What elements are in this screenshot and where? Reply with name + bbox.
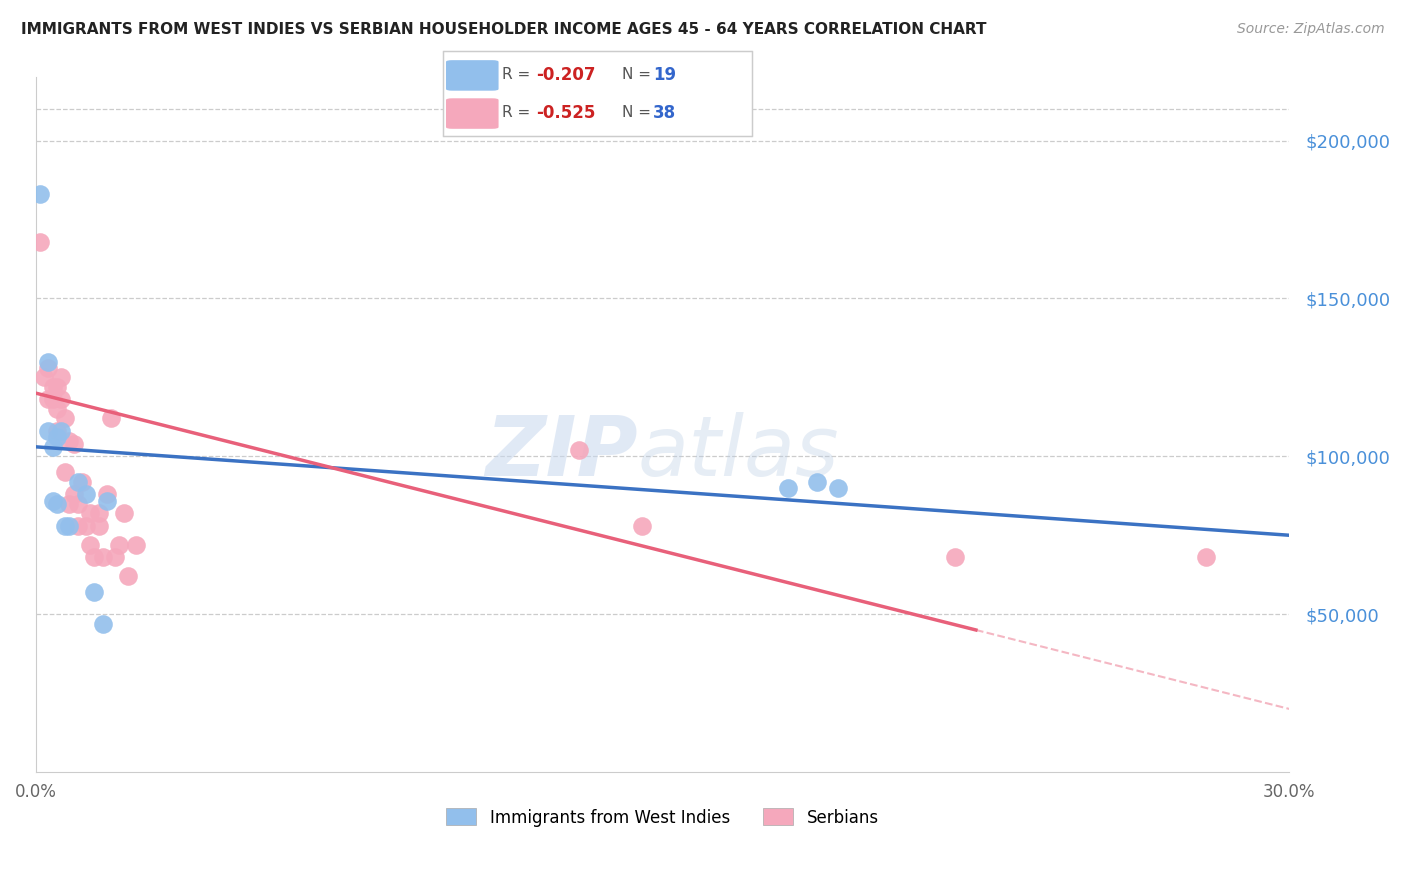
- Point: [776, 481, 799, 495]
- Point: [568, 442, 591, 457]
- Point: [62, 436, 84, 450]
- Text: R =: R =: [502, 105, 534, 120]
- Point: [83, 550, 105, 565]
- Point: [87, 506, 110, 520]
- Point: [45, 401, 67, 416]
- Point: [62, 487, 84, 501]
- Text: N =: N =: [623, 105, 657, 120]
- Point: [112, 506, 135, 520]
- Point: [30, 187, 52, 202]
- Point: [75, 518, 97, 533]
- Point: [41, 493, 63, 508]
- Text: -0.207: -0.207: [536, 66, 595, 84]
- Point: [37, 360, 59, 375]
- Point: [41, 440, 63, 454]
- Point: [58, 518, 80, 533]
- Point: [806, 475, 828, 489]
- Point: [53, 465, 76, 479]
- Point: [1195, 550, 1218, 565]
- Point: [30, 235, 52, 249]
- Point: [41, 392, 63, 407]
- Point: [79, 538, 101, 552]
- Point: [117, 569, 139, 583]
- Point: [827, 481, 849, 495]
- Point: [108, 538, 131, 552]
- Point: [45, 497, 67, 511]
- Text: 19: 19: [654, 66, 676, 84]
- Point: [37, 424, 59, 438]
- Point: [45, 380, 67, 394]
- Point: [49, 392, 72, 407]
- Text: IMMIGRANTS FROM WEST INDIES VS SERBIAN HOUSEHOLDER INCOME AGES 45 - 64 YEARS COR: IMMIGRANTS FROM WEST INDIES VS SERBIAN H…: [21, 22, 987, 37]
- Point: [37, 392, 59, 407]
- Point: [943, 550, 966, 565]
- Point: [104, 550, 127, 565]
- Point: [66, 475, 89, 489]
- Text: Source: ZipAtlas.com: Source: ZipAtlas.com: [1237, 22, 1385, 37]
- Text: 38: 38: [654, 103, 676, 121]
- Text: -0.525: -0.525: [536, 103, 595, 121]
- Point: [83, 585, 105, 599]
- Point: [125, 538, 148, 552]
- Text: atlas: atlas: [637, 412, 839, 493]
- Point: [34, 370, 56, 384]
- Point: [53, 411, 76, 425]
- Point: [58, 434, 80, 448]
- Legend: Immigrants from West Indies, Serbians: Immigrants from West Indies, Serbians: [440, 802, 886, 833]
- FancyBboxPatch shape: [446, 98, 499, 128]
- Point: [91, 616, 114, 631]
- Point: [41, 380, 63, 394]
- Text: R =: R =: [502, 67, 534, 82]
- Point: [79, 506, 101, 520]
- Text: N =: N =: [623, 67, 657, 82]
- Point: [49, 424, 72, 438]
- Point: [96, 487, 118, 501]
- Point: [66, 518, 89, 533]
- Point: [49, 370, 72, 384]
- Point: [37, 354, 59, 368]
- Point: [45, 424, 67, 438]
- Point: [96, 493, 118, 508]
- Point: [66, 497, 89, 511]
- Point: [87, 518, 110, 533]
- Point: [45, 430, 67, 444]
- Text: ZIP: ZIP: [485, 412, 637, 493]
- Point: [75, 487, 97, 501]
- FancyBboxPatch shape: [446, 60, 499, 91]
- Point: [100, 411, 122, 425]
- Point: [630, 518, 652, 533]
- Point: [70, 475, 93, 489]
- Point: [91, 550, 114, 565]
- Point: [58, 497, 80, 511]
- Point: [53, 518, 76, 533]
